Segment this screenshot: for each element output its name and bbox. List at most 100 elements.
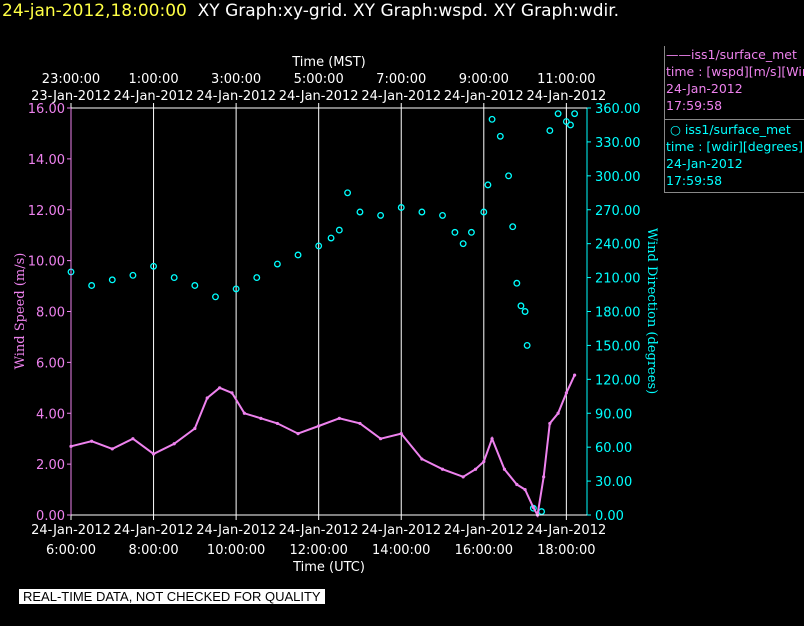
- wind-direction-point: [253, 274, 261, 282]
- wind-speed-point: [90, 439, 94, 443]
- wind-direction-point: [170, 274, 178, 282]
- y-right-tick-label: 270.00: [595, 204, 641, 219]
- wind-direction-point: [129, 271, 137, 279]
- wind-speed-point: [542, 475, 546, 479]
- wind-speed-point: [490, 437, 494, 441]
- y-left-tick-label: 12.00: [28, 204, 65, 219]
- wind-speed-point: [259, 416, 263, 420]
- x-bottom-tick-date: 24-Jan-2012: [444, 523, 524, 538]
- wind-direction-point: [488, 115, 496, 123]
- legend-series-var: time : [wdir][degrees][W: [666, 139, 804, 154]
- y-right-tick-label: 60.00: [595, 441, 632, 456]
- x-top-tick-date: 24-Jan-2012: [114, 89, 194, 104]
- wind-direction-point: [513, 279, 521, 287]
- wind-direction-point: [451, 228, 459, 236]
- wind-direction-point: [505, 172, 513, 180]
- wind-speed-point: [205, 396, 209, 400]
- wind-direction-point: [327, 234, 335, 242]
- x-bottom-tick-date: 24-Jan-2012: [196, 523, 276, 538]
- y-right-tick-label: 30.00: [595, 475, 632, 490]
- x-top-tick-time: 5:00:00: [294, 72, 344, 87]
- wind-direction-point: [459, 240, 467, 248]
- y-left-tick-label: 14.00: [28, 153, 65, 168]
- wind-direction-point: [571, 110, 579, 118]
- y-left-tick-label: 0.00: [36, 509, 65, 524]
- y-right-tick-label: 120.00: [595, 373, 641, 388]
- y-left-tick-label: 6.00: [36, 356, 65, 371]
- legend-series-time: 17:59:58: [666, 173, 723, 188]
- legend-series-date: 24-Jan-2012: [666, 156, 743, 171]
- wind-direction-point: [232, 285, 240, 293]
- wind-speed-point: [172, 442, 176, 446]
- wind-speed-point: [461, 475, 465, 479]
- x-top-tick-date: 24-Jan-2012: [279, 89, 359, 104]
- wind-speed-point: [420, 457, 424, 461]
- header-graph-titles: XY Graph:xy-grid. XY Graph:wspd. XY Grap…: [197, 1, 620, 21]
- wind-direction-point: [439, 211, 446, 219]
- wind-speed-point: [573, 373, 577, 377]
- legend-series-name: iss1/surface_met: [684, 122, 791, 137]
- legend-series-time: 17:59:58: [666, 98, 723, 113]
- wind-direction-point: [150, 262, 158, 270]
- wind-direction-point: [546, 127, 554, 135]
- wind-speed-point: [515, 482, 519, 487]
- wind-direction-point: [523, 341, 531, 349]
- wind-speed-point: [531, 505, 535, 509]
- y-right-tick-label: 90.00: [595, 407, 632, 422]
- wind-direction-point: [418, 208, 426, 216]
- x-bottom-tick-time: 12:00:00: [289, 543, 347, 558]
- legend-wind-speed: ——iss1/surface_met time : [wspd][m/s][Wi…: [666, 46, 804, 127]
- wind-direction-point: [484, 181, 492, 189]
- wind-direction-point: [356, 208, 364, 216]
- wind-speed-point: [379, 437, 383, 441]
- x-top-tick-time: 11:00:00: [537, 72, 595, 87]
- wind-direction-point: [521, 308, 529, 315]
- wind-direction-point: [554, 110, 562, 118]
- wind-speed-point: [556, 411, 560, 415]
- legend-series-var: time : [wspd][m/s][Wind: [666, 64, 804, 79]
- wind-direction-point: [509, 223, 517, 231]
- wind-direction-point: [335, 226, 343, 234]
- wind-direction-point: [567, 121, 574, 129]
- y-right-tick-label: 150.00: [595, 339, 641, 354]
- legend-series-name: iss1/surface_met: [691, 47, 797, 62]
- x-bottom-axis-label: Time (UTC): [292, 560, 365, 575]
- x-top-tick-date: 24-Jan-2012: [361, 89, 441, 104]
- wind-speed-point: [275, 421, 279, 426]
- legend-circle-marker: ○: [669, 122, 681, 137]
- y-left-axis-label: Wind Speed (m/s): [13, 253, 28, 370]
- axis-labels: Time (MST) Time (UTC) Wind Speed (m/s) W…: [13, 55, 659, 575]
- wind-speed-point: [242, 411, 246, 415]
- wind-speed-point: [151, 452, 156, 456]
- y-right-tick-label: 180.00: [595, 306, 641, 321]
- wind-direction-point: [273, 260, 281, 268]
- quality-disclaimer: REAL-TIME DATA, NOT CHECKED FOR QUALITY: [19, 589, 325, 604]
- x-top-tick-time: 3:00:00: [211, 72, 261, 87]
- wind-direction-point: [191, 282, 199, 289]
- wind-direction-point: [397, 204, 405, 211]
- wind-direction-point: [377, 211, 385, 219]
- y-right-tick-label: 0.00: [595, 509, 624, 524]
- plot-area: [71, 108, 587, 515]
- x-bottom-tick-date: 24-Jan-2012: [114, 523, 194, 538]
- wind-speed-point: [193, 426, 197, 431]
- legend-line-marker: ——: [666, 47, 691, 62]
- x-bottom-tick-time: 8:00:00: [128, 543, 178, 558]
- wind-speed-point: [337, 416, 341, 420]
- wind-speed-point: [440, 467, 445, 471]
- wind-speed-point: [131, 437, 135, 441]
- wind-speed-point: [548, 421, 552, 426]
- wind-direction-point: [496, 132, 504, 140]
- wind-speed-point: [296, 432, 300, 436]
- x-top-tick-date: 24-Jan-2012: [444, 89, 524, 104]
- wind-direction-point: [467, 228, 475, 236]
- x-top-tick-time: 9:00:00: [459, 72, 509, 87]
- y-right-axis-label: Wind Direction (degrees): [644, 228, 659, 394]
- x-top-tick-time: 1:00:00: [128, 72, 178, 87]
- wind-speed-point: [218, 386, 222, 390]
- wind-speed-point: [473, 467, 478, 471]
- y-right-tick-label: 360.00: [595, 102, 641, 117]
- wind-speed-point: [110, 447, 114, 451]
- wind-direction-point: [344, 189, 352, 197]
